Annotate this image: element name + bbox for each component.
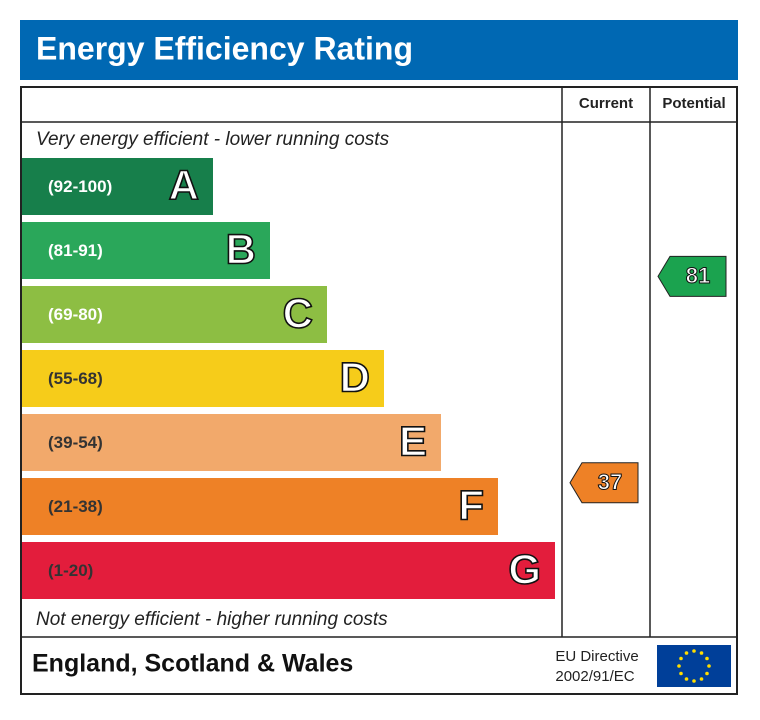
eu-star (684, 677, 689, 681)
rating-arrow (569, 462, 639, 504)
band (22, 158, 213, 215)
eu-star (692, 649, 696, 653)
directive: 2002/91/EC (555, 668, 634, 685)
band-range: (55-68) (48, 369, 103, 388)
eu-star (677, 664, 681, 668)
band-range: (69-80) (48, 305, 103, 324)
band-letter: G (508, 546, 541, 593)
band (22, 478, 498, 535)
eu-star (699, 677, 704, 681)
band-range: (39-54) (48, 433, 103, 452)
band-letter: E (399, 418, 427, 465)
eu-star (679, 656, 683, 661)
eu-star (692, 679, 696, 683)
band-letter: F (458, 482, 484, 529)
eu-star (679, 671, 683, 676)
band-range: (92-100) (48, 177, 112, 196)
eu-star (684, 651, 689, 655)
column-header: Potential (662, 95, 725, 112)
band (22, 414, 441, 471)
top-note: Very energy efficient - lower running co… (36, 129, 390, 150)
band (22, 350, 384, 407)
frame (20, 86, 738, 695)
band-letter: C (283, 290, 313, 337)
band-letter: A (169, 162, 199, 209)
eu-star (699, 651, 704, 655)
column-header: Current (579, 95, 633, 112)
eu-star (705, 671, 709, 676)
directive: EU Directive (555, 648, 638, 665)
eu-stars (677, 649, 711, 683)
rating-value: 37 (598, 470, 622, 495)
band (22, 542, 555, 599)
eu-star (707, 664, 711, 668)
rating-arrow (657, 255, 727, 297)
title: Energy Efficiency Rating (36, 30, 413, 66)
band (22, 286, 327, 343)
band (22, 222, 270, 279)
region: England, Scotland & Wales (32, 650, 353, 678)
bottom-note: Not energy efficient - higher running co… (36, 609, 388, 630)
title-bar (20, 20, 738, 80)
band-letter: D (340, 354, 370, 401)
band-range: (1-20) (48, 561, 93, 580)
band-letter: B (226, 226, 256, 273)
band-range: (21-38) (48, 497, 103, 516)
eu-star (705, 656, 709, 661)
band-range: (81-91) (48, 241, 103, 260)
rating-value: 81 (686, 263, 710, 288)
